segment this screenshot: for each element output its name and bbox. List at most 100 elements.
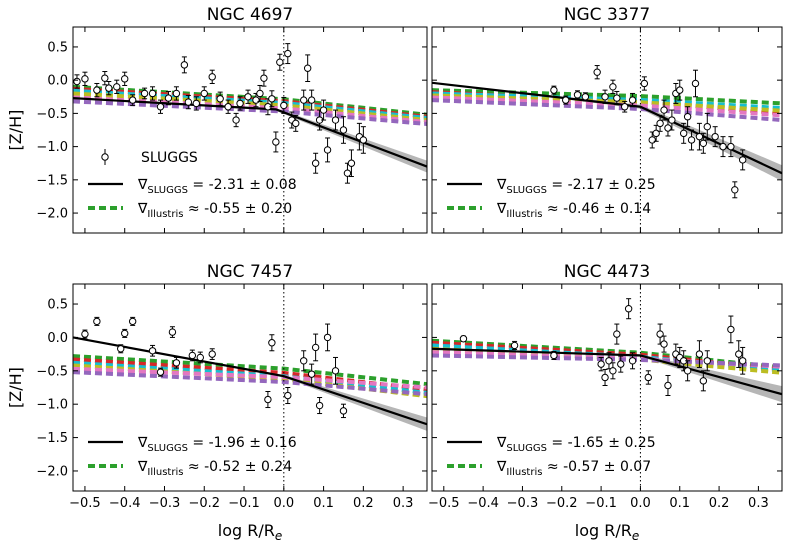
data-point [113, 79, 121, 94]
data-marker [121, 75, 129, 83]
legend-value: ≈ -0.57 ± 0.07 [542, 459, 651, 475]
x-axis-label: log R/Re [218, 521, 283, 543]
data-point [252, 92, 260, 108]
data-marker [695, 132, 704, 141]
legend-sub: Illustris [506, 209, 542, 220]
data-marker [601, 373, 609, 382]
data-marker [562, 96, 570, 104]
data-marker [268, 95, 276, 103]
data-point [601, 89, 609, 104]
x-tick-label: 0.0 [630, 496, 651, 511]
panel-frame [431, 26, 783, 234]
data-marker [315, 401, 324, 410]
data-point [268, 334, 276, 352]
data-marker [148, 89, 157, 98]
sluggs-fit-line [432, 81, 782, 175]
data-point [81, 71, 89, 86]
data-point [299, 350, 308, 372]
data-point [284, 43, 292, 65]
data-marker [727, 325, 735, 334]
data-point [550, 350, 558, 360]
data-marker [347, 159, 356, 167]
data-point [644, 370, 652, 385]
data-point [117, 344, 125, 354]
legend-label-sluggs-points: SLUGGS [141, 150, 198, 166]
data-point [703, 112, 711, 141]
data-point [672, 343, 680, 365]
data-marker [236, 99, 244, 108]
illustris-line [73, 370, 427, 397]
legend-value: = -1.65 ± 0.25 [547, 435, 656, 451]
data-point [192, 96, 201, 111]
data-point [299, 89, 308, 111]
data-point [727, 315, 735, 344]
legend-label-sluggs: ∇SLUGGS = -1.96 ± 0.16 [137, 435, 297, 454]
data-marker [93, 86, 101, 94]
x-tick-label: −0.2 [188, 496, 220, 511]
data-marker [703, 357, 711, 365]
data-marker [101, 74, 109, 82]
data-point [236, 96, 244, 111]
data-point [307, 363, 316, 385]
data-marker [550, 86, 558, 94]
sluggs-fit-line [73, 97, 427, 168]
data-marker [664, 381, 672, 390]
data-marker [679, 129, 688, 138]
data-marker [140, 89, 149, 98]
data-marker [660, 340, 668, 348]
illustris-line [432, 98, 782, 123]
data-point [699, 132, 708, 154]
data-point [660, 99, 668, 121]
data-marker [307, 96, 316, 104]
data-marker [121, 329, 129, 338]
plot-area [73, 27, 427, 233]
data-point [172, 86, 181, 101]
data-marker [699, 139, 708, 147]
legend-value: = -2.17 ± 0.25 [547, 177, 656, 193]
sluggs-fit-line [432, 347, 782, 396]
data-point [303, 54, 312, 82]
y-tick-label: −1.5 [36, 431, 68, 446]
data-marker [613, 94, 621, 102]
x-tick-label: 0.3 [393, 496, 414, 511]
data-marker [105, 84, 113, 92]
x-axis-label-main: log R/R [575, 521, 632, 540]
data-point [200, 86, 208, 101]
data-point [128, 316, 137, 326]
data-marker [319, 106, 328, 114]
data-marker [148, 347, 157, 355]
data-marker [252, 96, 260, 104]
data-marker [703, 122, 711, 131]
data-marker [323, 333, 332, 342]
legend-gradient-symbol: ∇ [496, 459, 507, 475]
y-tick-label: −0.5 [36, 107, 68, 122]
legend-gradient-symbol: ∇ [137, 435, 148, 451]
data-marker [459, 335, 468, 343]
data-marker [609, 367, 617, 375]
data-point [272, 131, 280, 153]
data-marker [128, 317, 137, 326]
data-marker [276, 58, 284, 66]
panel-frame [72, 283, 428, 492]
data-point [208, 348, 216, 360]
data-marker [683, 367, 692, 375]
data-marker [172, 89, 181, 98]
data-point [264, 98, 272, 116]
data-marker [172, 359, 181, 367]
panel-frame [431, 283, 783, 492]
data-marker [168, 328, 177, 336]
panel-3: NGC 4473 −0.5 −0.4 −0.3 −0.2 −0.1 0.0 0.1 0.2 0.3… [428, 262, 783, 543]
data-point [260, 69, 268, 87]
x-tick-label: −0.4 [109, 496, 141, 511]
data-marker [695, 350, 704, 358]
data-point [581, 92, 590, 102]
data-point [331, 109, 340, 131]
data-marker [256, 89, 264, 98]
data-marker [339, 126, 348, 134]
panel-frame [72, 26, 428, 234]
data-point [121, 328, 129, 338]
data-marker [244, 93, 252, 101]
data-point [196, 351, 204, 364]
data-marker [299, 357, 308, 365]
